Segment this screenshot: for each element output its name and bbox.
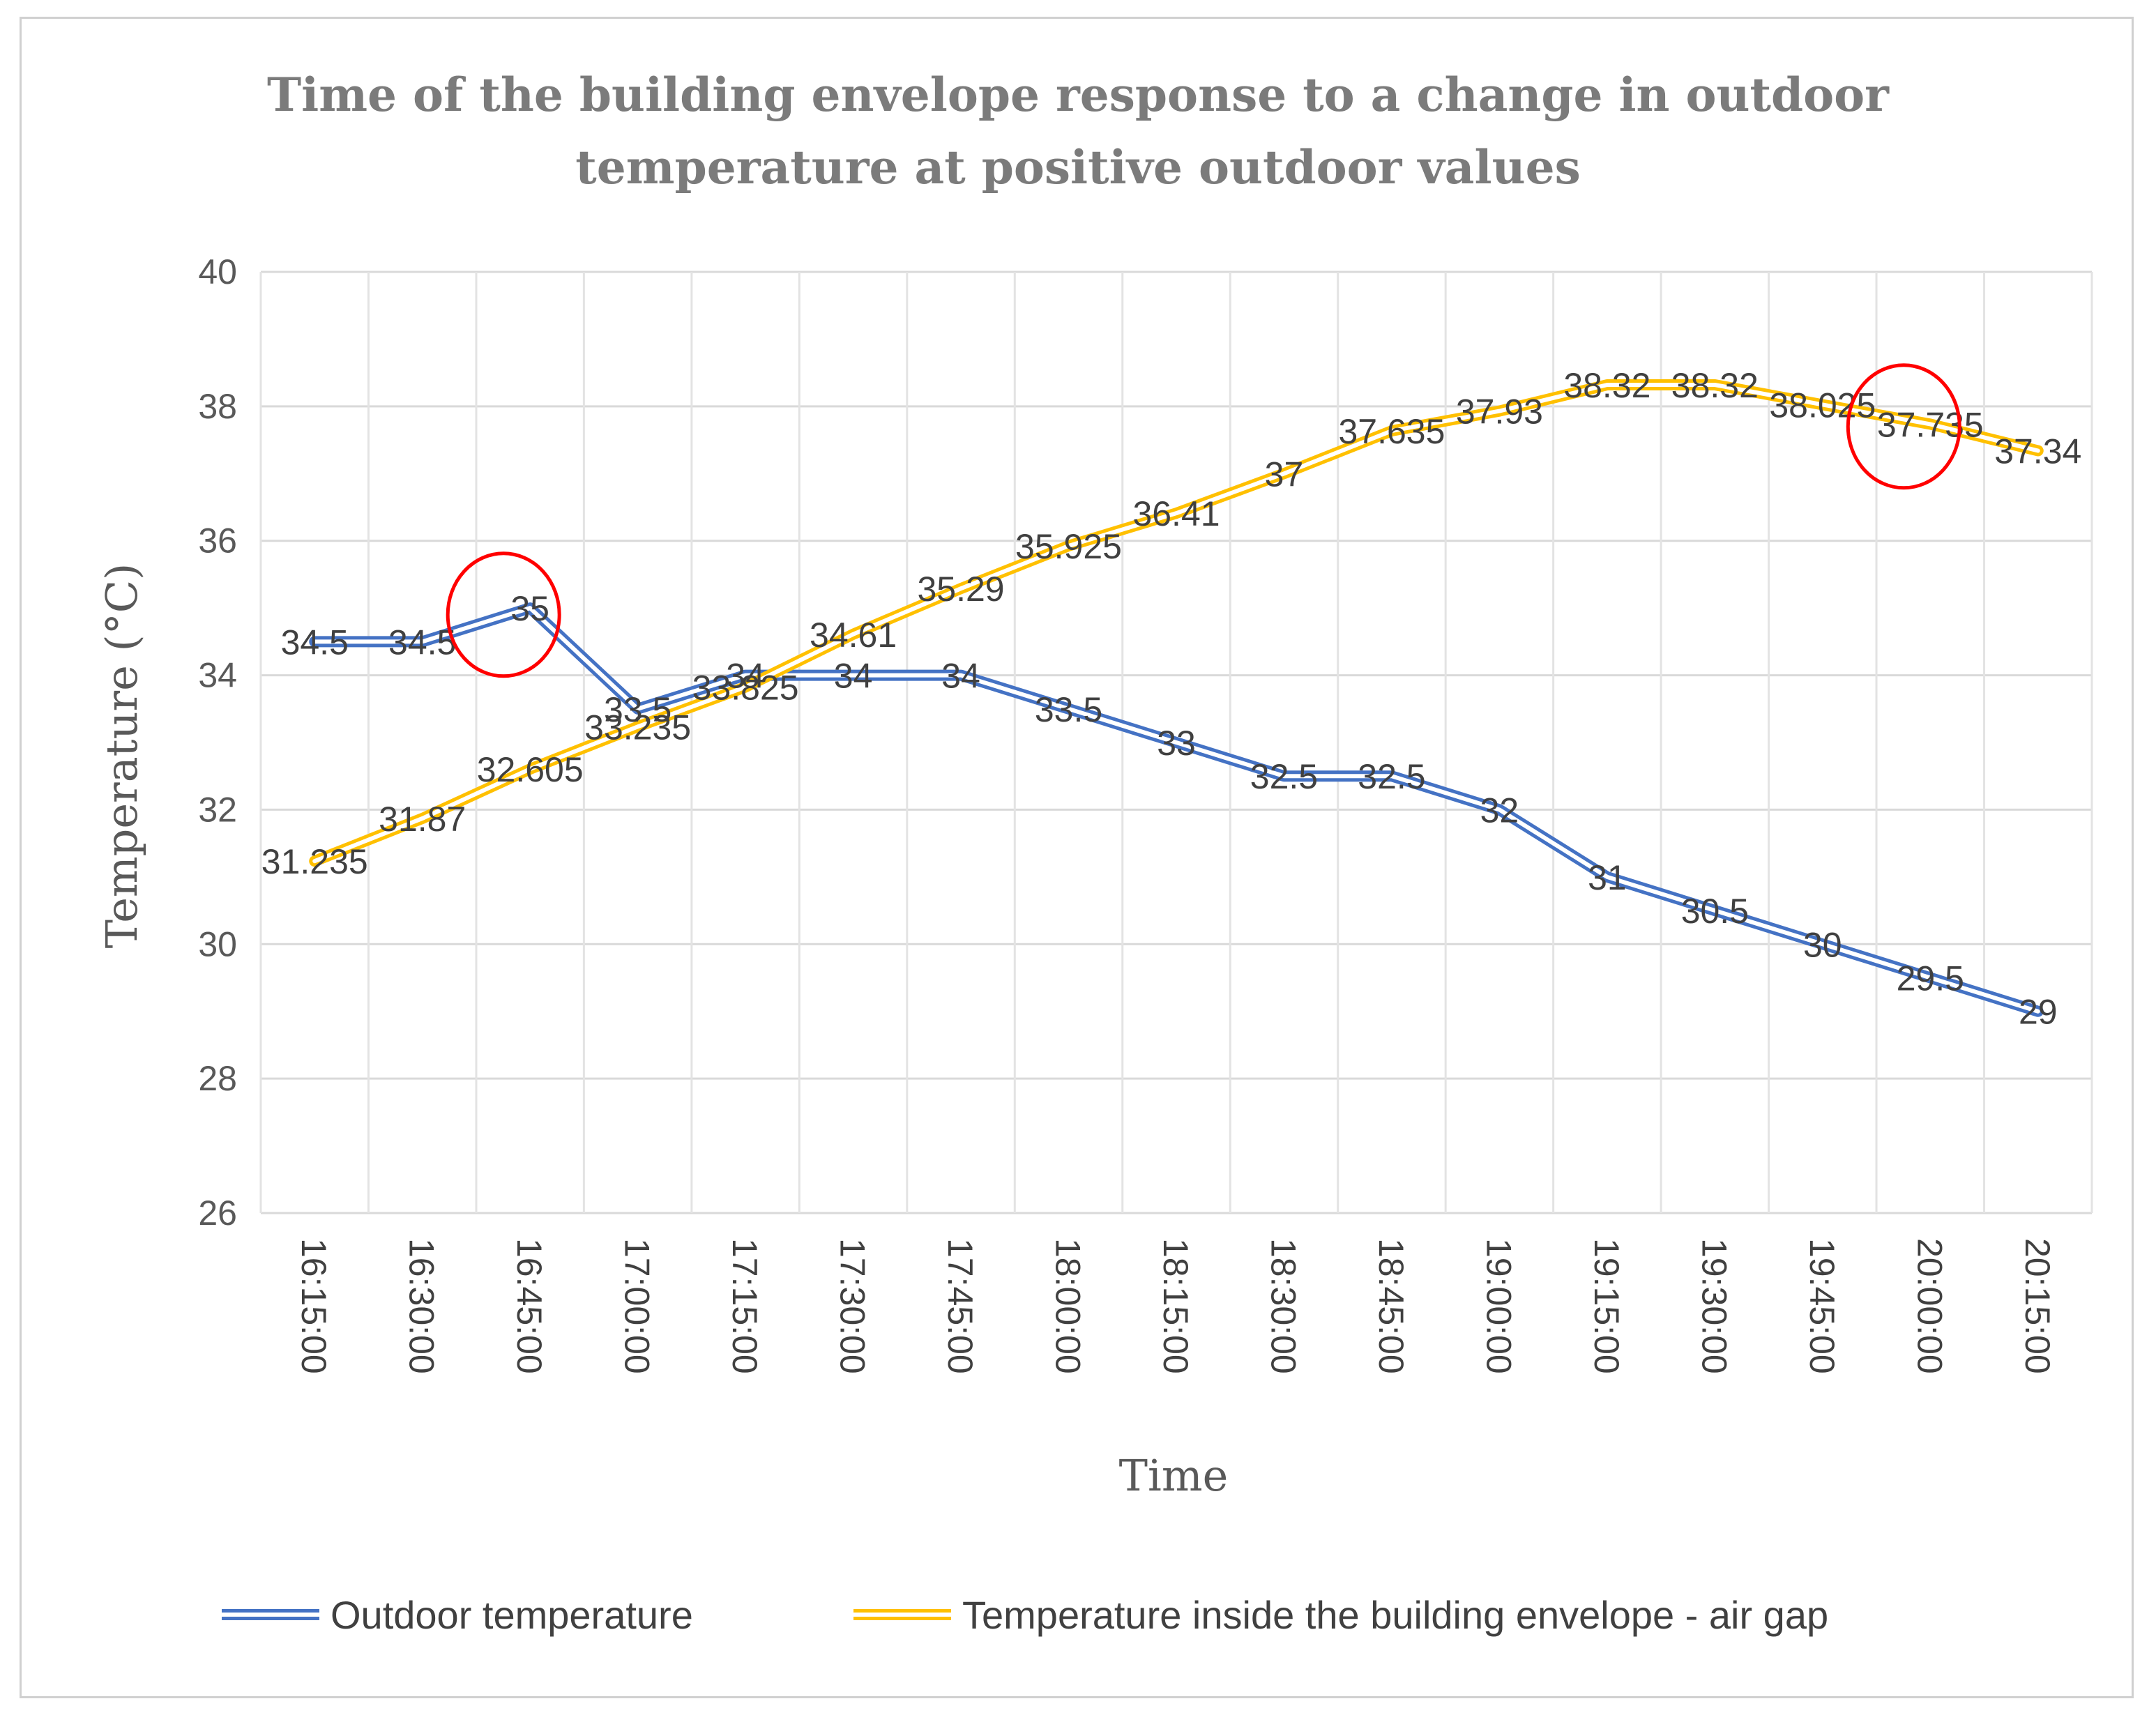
data-label: 34.5 <box>281 623 349 662</box>
x-tick-label: 16:45:00 <box>510 1238 549 1374</box>
data-label: 30.5 <box>1681 892 1749 931</box>
data-label: 29.5 <box>1897 959 1964 998</box>
chart-title-line-1: Time of the building envelope response t… <box>267 68 1889 122</box>
x-tick-label: 18:00:00 <box>1049 1238 1088 1374</box>
x-tick-label: 18:30:00 <box>1263 1238 1303 1374</box>
y-axis-title: Temperature (°C) <box>96 563 147 949</box>
x-tick-label: 19:45:00 <box>1802 1238 1842 1374</box>
data-label: 33.235 <box>584 708 691 747</box>
x-axis-ticks: 16:15:00 16:30:00 16:45:00 17:00:00 17:15:00… <box>294 1238 2057 1374</box>
x-tick-label: 19:15:00 <box>1587 1238 1626 1374</box>
chart-frame <box>20 17 2134 1698</box>
data-label: 35 <box>510 589 549 628</box>
data-label: 37.34 <box>1994 432 2081 471</box>
data-label: 35.29 <box>917 570 1004 609</box>
data-label: 30 <box>1803 925 1842 964</box>
y-tick-label: 28 <box>198 1059 237 1098</box>
series-line-inner <box>312 383 2040 864</box>
data-label: 29 <box>2019 993 2058 1032</box>
x-tick-label: 16:15:00 <box>294 1238 333 1374</box>
data-label: 34 <box>834 657 873 696</box>
y-tick-label: 38 <box>198 387 237 426</box>
data-label: 38.32 <box>1563 366 1650 405</box>
x-tick-label: 20:00:00 <box>1910 1238 1949 1374</box>
data-label: 33.5 <box>1035 690 1102 729</box>
x-tick-label: 17:00:00 <box>618 1238 657 1374</box>
y-tick-label: 30 <box>198 924 237 963</box>
data-label: 33 <box>1157 724 1196 763</box>
data-label: 34 <box>726 657 765 696</box>
y-tick-label: 40 <box>198 252 237 291</box>
series-line-inner <box>312 606 2040 1014</box>
series-lines <box>309 379 2044 1017</box>
data-label: 35.925 <box>1015 527 1122 566</box>
y-tick-label: 36 <box>198 521 237 561</box>
data-label: 31 <box>1588 858 1627 897</box>
data-label: 34.5 <box>388 623 456 662</box>
data-label: 34 <box>941 657 980 696</box>
data-label: 36.41 <box>1132 494 1220 533</box>
x-tick-label: 19:30:00 <box>1694 1238 1733 1374</box>
annotation-circle <box>1846 363 1961 490</box>
annotations <box>446 363 1961 678</box>
legend: Outdoor temperature Temperature inside th… <box>222 1593 1828 1637</box>
data-label: 32 <box>1480 791 1519 830</box>
x-tick-label: 17:30:00 <box>833 1238 872 1374</box>
data-label: 37.635 <box>1338 412 1445 451</box>
data-label: 37 <box>1265 455 1304 494</box>
x-tick-label: 18:45:00 <box>1372 1238 1411 1374</box>
data-label: 31.235 <box>261 842 368 881</box>
data-label: 31.87 <box>379 800 466 839</box>
chart-title: Time of the building envelope response t… <box>0 59 2156 204</box>
data-label: 33.5 <box>604 690 671 729</box>
data-label: 33.825 <box>692 668 799 707</box>
data-labels: 34.5 34.5 35 33.5 34 34 34 33.5 33 32.5 32.5 32 31 30… <box>261 366 2082 1032</box>
data-label: 37.93 <box>1456 392 1543 432</box>
legend-label: Temperature inside the building envelope… <box>962 1593 1828 1637</box>
grid-lines <box>259 270 2093 1214</box>
y-tick-label: 26 <box>198 1194 237 1233</box>
x-axis-title: Time <box>1119 1450 1229 1501</box>
legend-label: Outdoor temperature <box>331 1593 693 1637</box>
x-tick-label: 20:15:00 <box>2018 1238 2057 1374</box>
series-line-outer <box>309 379 2044 867</box>
x-tick-label: 17:15:00 <box>725 1238 764 1374</box>
x-tick-label: 19:00:00 <box>1479 1238 1518 1374</box>
x-tick-label: 17:45:00 <box>941 1238 980 1374</box>
chart-title-line-2: temperature at positive outdoor values <box>575 140 1581 195</box>
y-tick-label: 32 <box>198 790 237 829</box>
y-axis-ticks: 26 28 30 32 34 36 38 40 <box>198 252 237 1233</box>
annotation-circle <box>446 551 561 678</box>
x-tick-label: 16:30:00 <box>402 1238 441 1374</box>
data-label: 32.5 <box>1250 757 1318 796</box>
data-label: 32.605 <box>477 750 584 789</box>
x-tick-label: 18:15:00 <box>1156 1238 1195 1374</box>
y-tick-label: 34 <box>198 656 237 695</box>
data-label: 34.61 <box>810 616 897 655</box>
data-label: 32.5 <box>1358 757 1425 796</box>
data-label: 37.735 <box>1877 405 1984 444</box>
data-label: 38.32 <box>1671 366 1759 405</box>
